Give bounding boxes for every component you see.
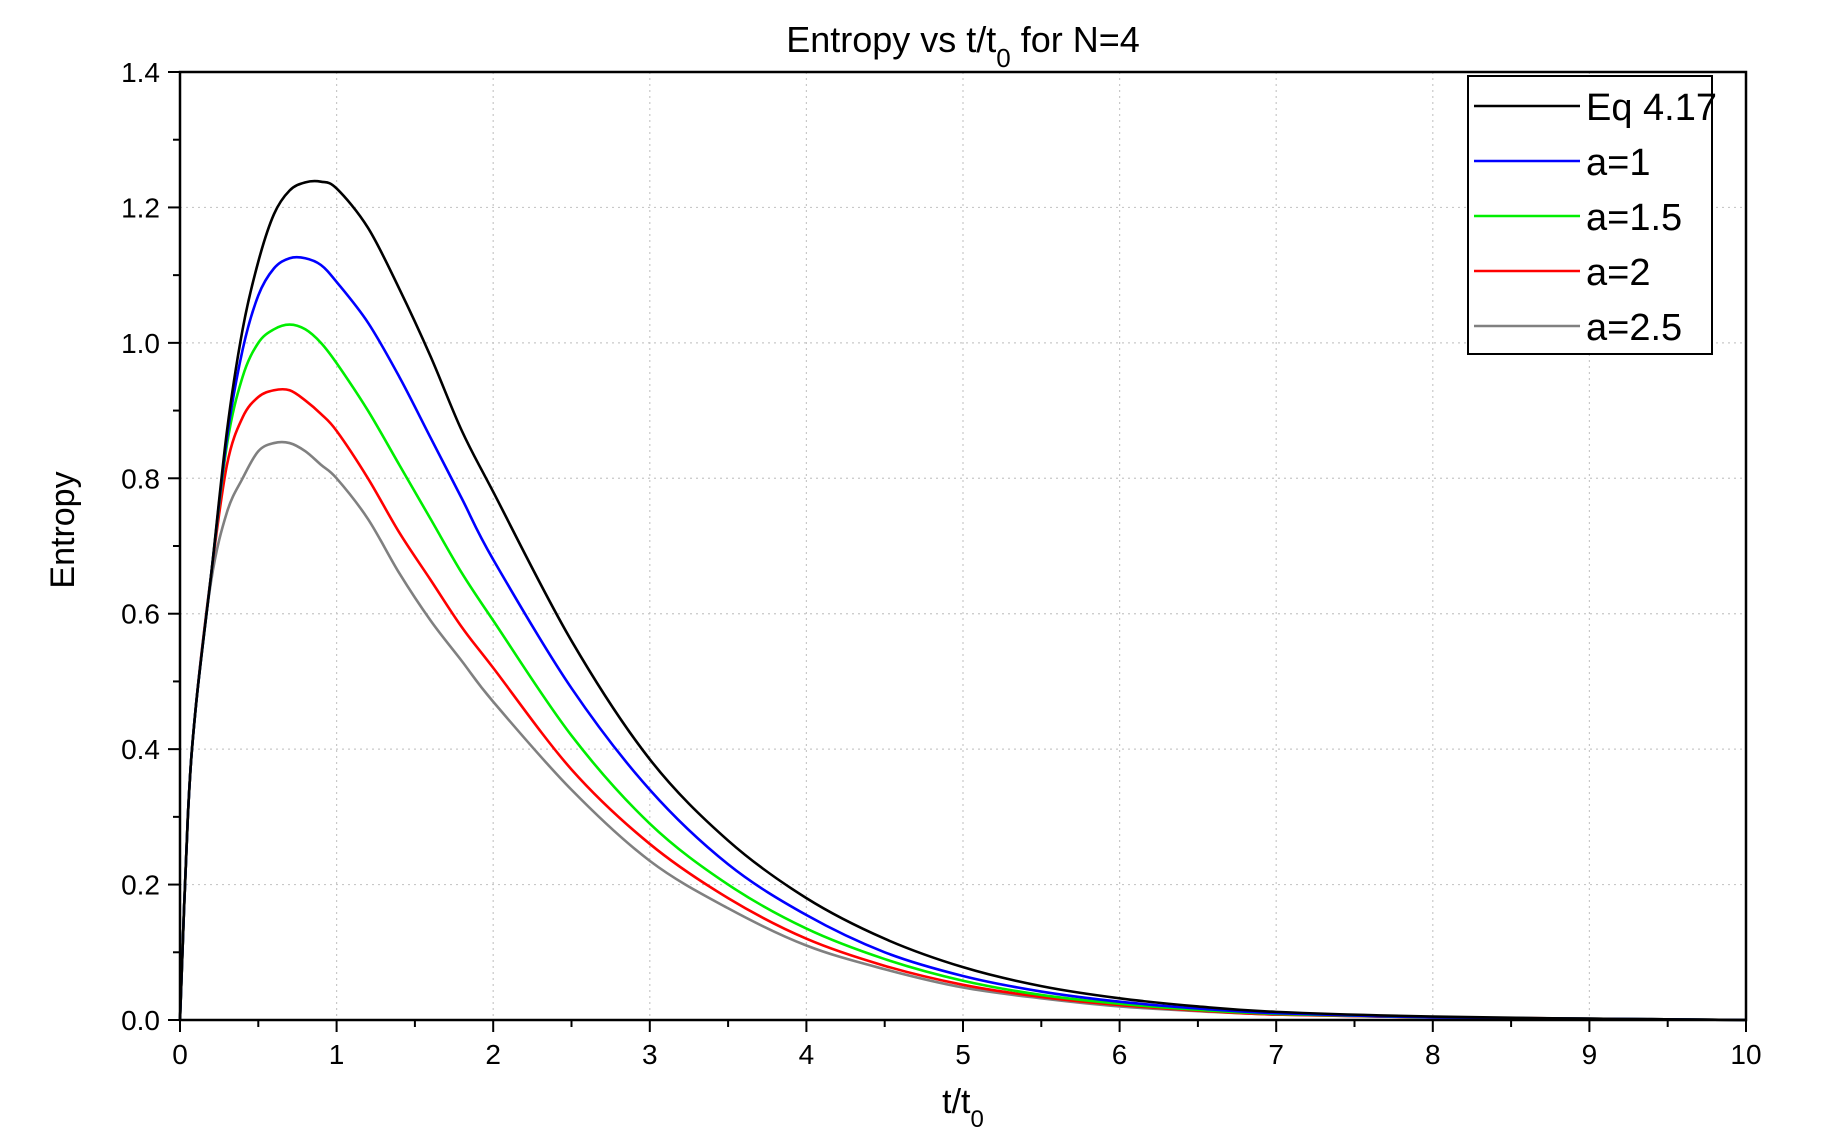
series-lines <box>178 179 1747 1022</box>
y-tick-label: 0.4 <box>121 734 160 765</box>
y-tick-label: 1.2 <box>121 192 160 223</box>
chart-title: Entropy vs t/t0 for N=4 <box>786 19 1140 73</box>
legend-label-eq-4-17: Eq 4.17 <box>1586 87 1717 129</box>
y-tick-label: 1.4 <box>121 57 160 88</box>
y-tick-label: 0.0 <box>121 1005 160 1036</box>
y-tick-label: 0.6 <box>121 599 160 630</box>
series-line-eq-4-17 <box>178 179 1747 1022</box>
x-tick-label: 2 <box>485 1039 501 1070</box>
x-tick-label: 0 <box>172 1039 188 1070</box>
x-tick-label: 1 <box>329 1039 345 1070</box>
axis-ticks: 0 1 2 3 4 5 6 7 8 9 10 0.0 0.2 0.4 0.6 0.8 1.0 1.2 1.4 <box>121 57 1762 1070</box>
legend-label-a-2-5: a=2.5 <box>1586 307 1682 349</box>
legend-label-a-1-5: a=1.5 <box>1586 197 1682 239</box>
x-tick-label: 10 <box>1730 1039 1761 1070</box>
x-tick-label: 7 <box>1268 1039 1284 1070</box>
legend-label-a-2: a=2 <box>1586 252 1650 294</box>
x-tick-label: 5 <box>955 1039 971 1070</box>
legend: Eq 4.17 a=1 a=1.5 a=2 a=2.5 <box>1467 75 1717 355</box>
x-tick-label: 8 <box>1425 1039 1441 1070</box>
y-tick-label: 0.2 <box>121 870 160 901</box>
y-tick-label: 0.8 <box>121 463 160 494</box>
x-tick-label: 6 <box>1112 1039 1128 1070</box>
y-tick-label: 1.0 <box>121 328 160 359</box>
legend-label-a-1: a=1 <box>1586 142 1650 184</box>
x-axis-title: t/t0 <box>942 1083 984 1129</box>
grid-lines <box>180 72 1746 1020</box>
x-tick-label: 9 <box>1582 1039 1598 1070</box>
y-axis-title: Entropy <box>44 471 82 588</box>
x-tick-label: 3 <box>642 1039 658 1070</box>
x-tick-label: 4 <box>799 1039 815 1070</box>
